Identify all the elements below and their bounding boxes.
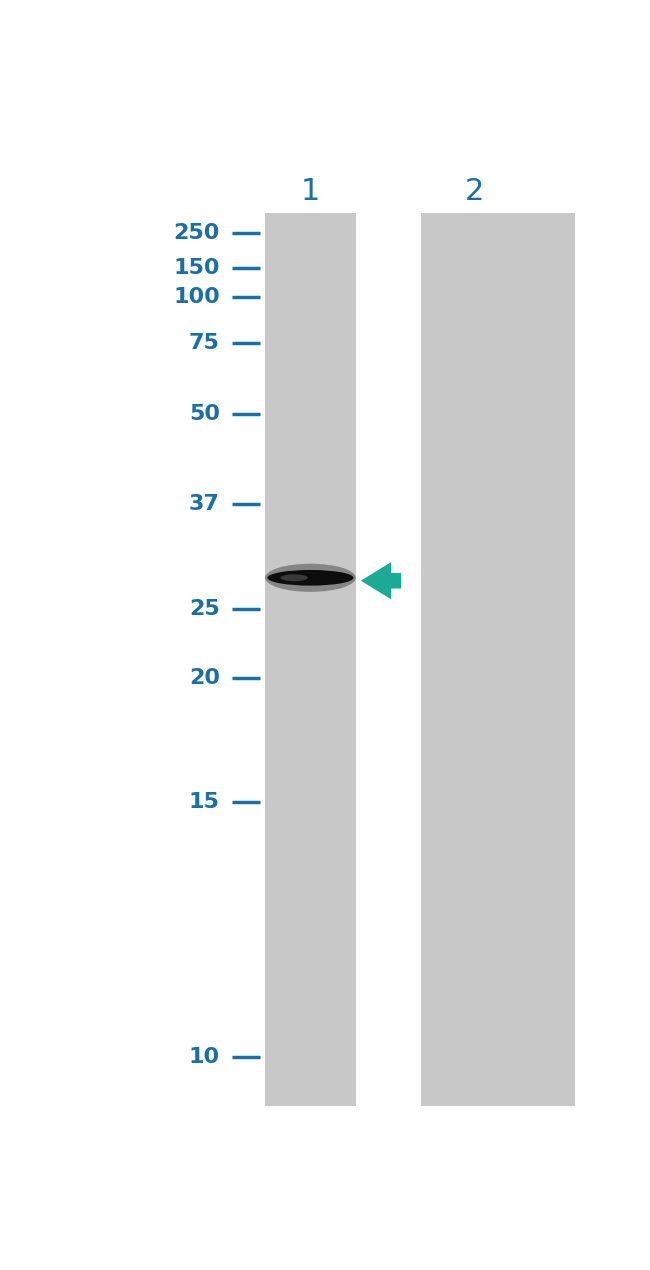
Text: 75: 75 bbox=[189, 333, 220, 353]
Text: 2: 2 bbox=[465, 177, 484, 206]
Text: 1: 1 bbox=[301, 177, 320, 206]
Text: 20: 20 bbox=[188, 668, 220, 687]
Ellipse shape bbox=[281, 574, 307, 582]
Text: 15: 15 bbox=[189, 791, 220, 812]
Ellipse shape bbox=[267, 570, 354, 585]
Bar bbox=[265, 213, 356, 1106]
Text: 100: 100 bbox=[173, 287, 220, 307]
Text: 250: 250 bbox=[174, 222, 220, 243]
Ellipse shape bbox=[265, 564, 356, 592]
Text: 25: 25 bbox=[189, 599, 220, 618]
Text: 37: 37 bbox=[189, 494, 220, 514]
Text: 50: 50 bbox=[188, 404, 220, 424]
Text: 150: 150 bbox=[174, 258, 220, 278]
FancyArrow shape bbox=[361, 563, 401, 599]
Text: 10: 10 bbox=[188, 1046, 220, 1067]
Bar bbox=[421, 213, 575, 1106]
